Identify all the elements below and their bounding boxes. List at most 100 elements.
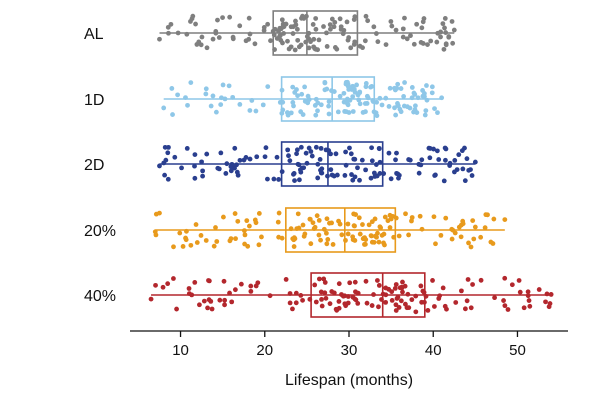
data-point — [319, 297, 324, 302]
data-point — [491, 216, 497, 222]
data-point — [171, 276, 176, 281]
data-point — [456, 152, 462, 158]
data-point — [220, 82, 226, 88]
data-point — [177, 230, 183, 236]
data-point — [397, 106, 403, 112]
data-point — [310, 22, 316, 27]
data-point — [331, 290, 337, 296]
data-point — [359, 157, 365, 163]
data-point — [440, 285, 446, 291]
data-point — [331, 24, 337, 30]
data-point — [161, 105, 167, 111]
data-point — [323, 295, 329, 301]
data-point — [363, 109, 368, 115]
data-point — [242, 241, 248, 247]
data-point — [544, 291, 550, 297]
data-point — [192, 279, 198, 285]
data-point — [420, 93, 426, 99]
data-point — [299, 91, 305, 97]
data-point — [226, 83, 232, 89]
data-point — [386, 150, 392, 156]
data-point — [355, 300, 361, 306]
data-point — [383, 299, 389, 305]
data-point — [471, 236, 477, 242]
x-tick-label: 20 — [256, 342, 273, 359]
data-point — [548, 292, 554, 297]
data-point — [369, 303, 375, 308]
data-point — [294, 147, 300, 153]
data-point — [401, 94, 407, 99]
data-point — [430, 278, 435, 283]
data-point — [290, 84, 296, 90]
data-point — [287, 291, 293, 296]
data-point — [322, 87, 328, 93]
data-point — [238, 281, 244, 287]
data-point — [313, 26, 319, 32]
data-point — [353, 297, 359, 303]
data-point — [315, 100, 321, 106]
data-point — [411, 41, 417, 47]
data-point — [276, 28, 281, 34]
data-point — [364, 300, 370, 306]
data-point — [348, 45, 354, 51]
series-4: 20% — [84, 207, 508, 253]
data-point — [398, 86, 404, 91]
data-point — [308, 241, 314, 247]
data-point — [319, 303, 325, 309]
data-point — [374, 99, 380, 105]
data-point — [233, 236, 238, 242]
data-point — [165, 150, 171, 156]
data-point — [252, 217, 258, 223]
data-point — [340, 293, 346, 299]
data-point — [200, 168, 206, 174]
data-point — [388, 19, 394, 24]
data-point — [447, 163, 453, 168]
box — [280, 76, 376, 122]
data-point — [336, 299, 342, 304]
data-point — [383, 292, 389, 298]
data-point — [293, 22, 299, 28]
data-point — [363, 84, 369, 90]
data-point — [343, 162, 349, 168]
data-point — [502, 217, 508, 223]
data-point — [216, 166, 222, 172]
points-group — [152, 210, 508, 250]
data-point — [356, 97, 362, 103]
data-point — [300, 222, 306, 228]
data-point — [360, 222, 365, 227]
x-tick-label: 50 — [509, 342, 526, 359]
data-point — [402, 15, 407, 21]
data-point — [357, 177, 362, 183]
data-point — [286, 46, 292, 52]
data-point — [347, 97, 353, 103]
data-point — [340, 31, 346, 37]
data-point — [157, 163, 162, 169]
data-point — [322, 290, 328, 296]
data-point — [349, 87, 355, 92]
data-point — [326, 103, 331, 109]
data-point — [354, 82, 359, 88]
data-point — [321, 226, 327, 232]
points-group — [157, 144, 478, 184]
data-point — [462, 306, 468, 312]
data-point — [376, 145, 382, 151]
data-point — [423, 108, 429, 113]
x-tick-label: 30 — [341, 342, 358, 359]
data-point — [381, 240, 386, 246]
data-point — [338, 24, 344, 30]
data-point — [394, 150, 399, 156]
data-point — [193, 21, 198, 27]
data-point — [505, 307, 511, 312]
box — [280, 141, 384, 187]
data-point — [347, 280, 353, 286]
data-point — [277, 33, 283, 39]
data-point — [470, 218, 476, 224]
data-point — [316, 37, 322, 43]
data-point — [249, 98, 255, 103]
data-point — [237, 23, 243, 29]
data-point — [252, 41, 258, 47]
data-point — [393, 157, 398, 163]
data-point — [452, 157, 458, 163]
data-point — [314, 213, 320, 219]
data-point — [306, 45, 312, 51]
